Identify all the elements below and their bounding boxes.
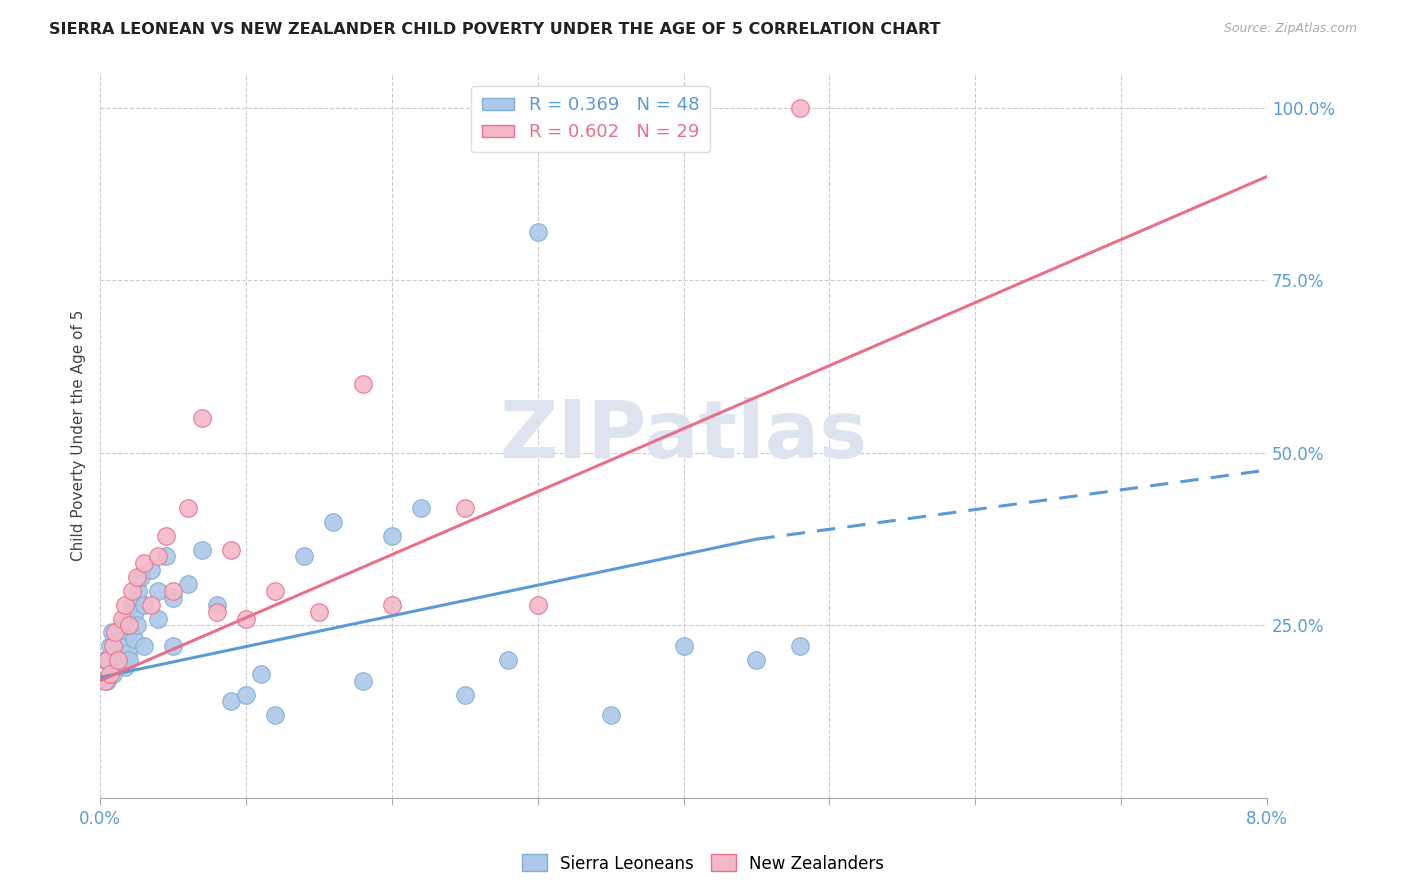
Point [381, 529, 404, 543]
Point [789, 101, 811, 115]
Point [127, 583, 149, 598]
Point [205, 598, 228, 612]
Point [148, 611, 170, 625]
Point [108, 632, 131, 647]
Point [98, 666, 121, 681]
Point [132, 639, 155, 653]
Point [112, 618, 135, 632]
Point [121, 598, 143, 612]
Point [205, 605, 228, 619]
Point [93, 673, 115, 688]
Point [599, 101, 621, 115]
Legend: R = 0.369   N = 48, R = 0.602   N = 29: R = 0.369 N = 48, R = 0.602 N = 29 [471, 86, 710, 153]
Point [118, 625, 141, 640]
Point [141, 563, 163, 577]
Point [526, 598, 548, 612]
Point [155, 529, 177, 543]
Point [249, 666, 271, 681]
Point [155, 549, 177, 564]
Point [526, 225, 548, 239]
Point [96, 653, 118, 667]
Point [121, 583, 143, 598]
Point [221, 694, 243, 708]
Point [176, 501, 198, 516]
Text: Source: ZipAtlas.com: Source: ZipAtlas.com [1223, 22, 1357, 36]
Point [118, 618, 141, 632]
Point [176, 577, 198, 591]
Point [107, 653, 129, 667]
Point [98, 639, 121, 653]
Point [132, 557, 155, 571]
Legend: Sierra Leoneans, New Zealanders: Sierra Leoneans, New Zealanders [515, 847, 891, 880]
Point [672, 639, 695, 653]
Point [111, 639, 134, 653]
Point [352, 673, 374, 688]
Point [115, 611, 138, 625]
Point [454, 688, 477, 702]
Point [129, 570, 152, 584]
Point [93, 653, 115, 667]
Point [235, 611, 257, 625]
Point [148, 583, 170, 598]
Point [96, 673, 118, 688]
Point [162, 591, 184, 605]
Point [745, 653, 768, 667]
Point [599, 708, 621, 723]
Point [454, 501, 477, 516]
Point [141, 598, 163, 612]
Point [118, 653, 141, 667]
Point [117, 646, 139, 660]
Point [124, 605, 146, 619]
Point [322, 515, 344, 529]
Point [264, 583, 287, 598]
Point [221, 542, 243, 557]
Point [235, 688, 257, 702]
Point [308, 605, 330, 619]
Point [107, 653, 129, 667]
Point [498, 653, 520, 667]
Point [162, 639, 184, 653]
Point [101, 625, 124, 640]
Point [264, 708, 287, 723]
Point [789, 639, 811, 653]
Y-axis label: Child Poverty Under the Age of 5: Child Poverty Under the Age of 5 [72, 310, 86, 561]
Point [111, 611, 134, 625]
Point [104, 625, 127, 640]
Point [162, 583, 184, 598]
Point [114, 598, 136, 612]
Point [104, 646, 127, 660]
Point [381, 598, 404, 612]
Point [292, 549, 315, 564]
Point [125, 618, 148, 632]
Point [352, 376, 374, 391]
Point [148, 549, 170, 564]
Point [103, 639, 125, 653]
Point [114, 660, 136, 674]
Point [125, 570, 148, 584]
Point [409, 501, 432, 516]
Point [103, 666, 125, 681]
Point [191, 411, 214, 425]
Point [122, 632, 145, 647]
Point [132, 598, 155, 612]
Text: SIERRA LEONEAN VS NEW ZEALANDER CHILD POVERTY UNDER THE AGE OF 5 CORRELATION CHA: SIERRA LEONEAN VS NEW ZEALANDER CHILD PO… [49, 22, 941, 37]
Text: ZIPatlas: ZIPatlas [499, 397, 868, 475]
Point [191, 542, 214, 557]
